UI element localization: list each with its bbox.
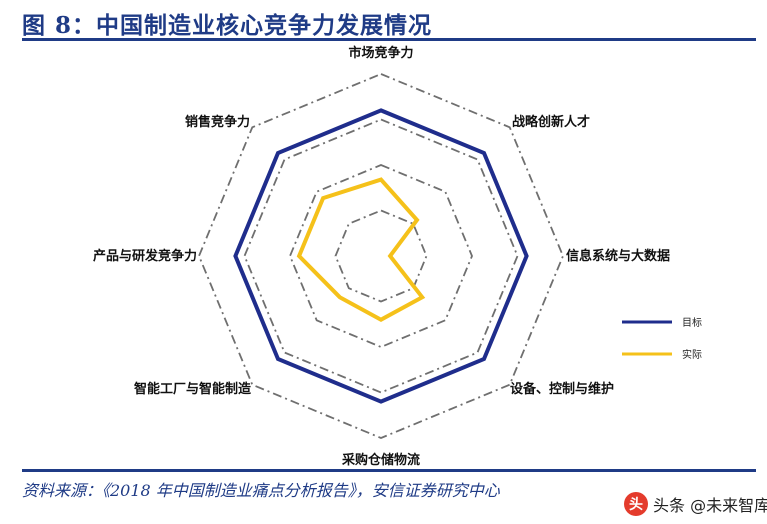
axis-label-5: 采购仓储物流 <box>341 452 420 468</box>
legend-label-actual: 实际 <box>682 348 702 361</box>
grid-ring-4 <box>198 73 564 439</box>
chart-title: 图 8：中国制造业核心竞争力发展情况 <box>22 12 433 39</box>
axis-label-7: 产品与研发竞争力 <box>93 248 197 264</box>
radar-series <box>233 108 529 404</box>
grid-ring-1 <box>334 209 428 303</box>
legend-label-target: 目标 <box>682 317 702 329</box>
axis-label-3: 信息系统与大数据 <box>566 248 670 264</box>
axis-label-4: 设备、控制与维护 <box>510 381 614 397</box>
axis-label-2: 战略创新人才 <box>512 114 590 130</box>
watermark-logo-icon: 头 <box>624 492 648 516</box>
grid-ring-3 <box>243 118 519 394</box>
watermark-text: 头条 @未来智库 <box>653 496 767 515</box>
radar-grid <box>198 73 564 439</box>
watermark: 头 头条 @未来智库 <box>620 489 767 519</box>
axis-label-1: 市场竞争力 <box>348 45 413 61</box>
series-target-line <box>233 108 529 404</box>
title-divider <box>22 38 756 41</box>
grid-ring-2 <box>289 164 473 348</box>
source-note: 资料来源：《2018 年中国制造业痛点分析报告》，安信证券研究中心 <box>22 481 500 500</box>
series-actual-line <box>296 177 426 322</box>
footer-divider <box>22 469 756 472</box>
axis-label-6: 智能工厂与智能制造 <box>134 381 252 397</box>
axis-label-8: 销售竞争力 <box>185 114 250 130</box>
